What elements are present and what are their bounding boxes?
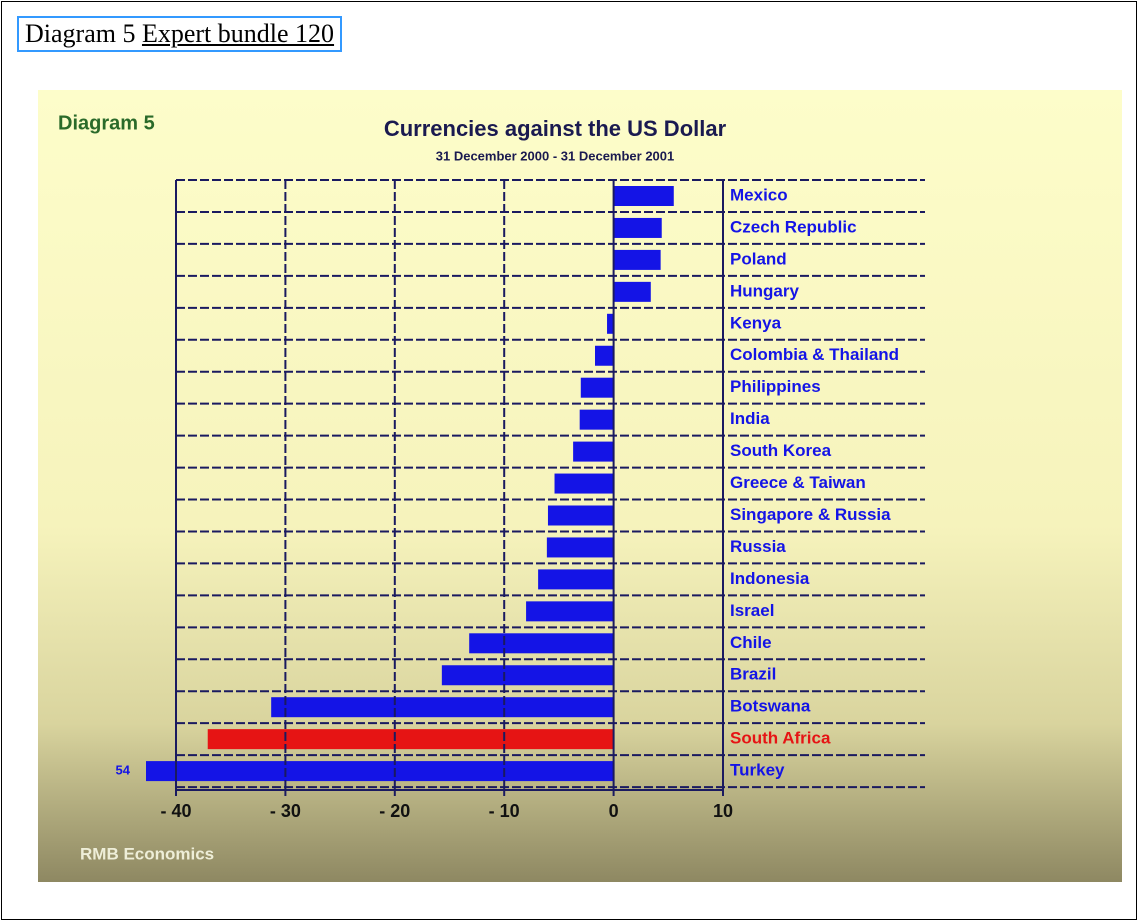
bar xyxy=(595,345,614,366)
category-label: Russia xyxy=(730,537,786,556)
bar xyxy=(613,249,661,270)
x-tick-label: - 40 xyxy=(160,801,191,821)
category-label: Hungary xyxy=(730,281,800,300)
bar xyxy=(547,505,614,526)
category-label: South Africa xyxy=(730,729,831,748)
category-label: Chile xyxy=(730,633,772,652)
category-label: South Korea xyxy=(730,441,832,460)
x-tick-label: - 30 xyxy=(270,801,301,821)
bar xyxy=(526,601,614,622)
bar xyxy=(607,313,614,334)
bar xyxy=(146,761,614,782)
category-label: Israel xyxy=(730,601,774,620)
chart-label: Diagram 5 xyxy=(58,112,155,134)
bar xyxy=(546,537,614,558)
category-label: Turkey xyxy=(730,761,785,780)
bar xyxy=(271,697,614,718)
category-label: Mexico xyxy=(730,185,788,204)
header-text: Diagram 5 xyxy=(25,19,136,48)
category-label: Indonesia xyxy=(730,569,810,588)
category-label: Singapore & Russia xyxy=(730,505,891,524)
chart-footer: RMB Economics xyxy=(80,844,214,863)
x-tick-label: 10 xyxy=(713,801,733,821)
bar xyxy=(538,569,614,590)
bar xyxy=(613,217,662,238)
value-label: 54 xyxy=(116,763,131,778)
category-label: Botswana xyxy=(730,697,811,716)
header: Diagram 5 Expert bundle 120 xyxy=(17,16,343,52)
plot-area xyxy=(146,186,674,782)
bar xyxy=(554,473,614,494)
bar xyxy=(579,409,614,430)
bar xyxy=(613,186,674,206)
category-label: Philippines xyxy=(730,377,821,396)
x-tick-label: - 10 xyxy=(489,801,520,821)
category-label: Poland xyxy=(730,249,787,268)
bar xyxy=(207,729,614,750)
bar xyxy=(469,633,614,654)
bar xyxy=(441,665,614,686)
bar xyxy=(573,441,614,462)
x-tick-label: 0 xyxy=(609,801,619,821)
header-link[interactable]: Expert bundle 120 xyxy=(141,19,335,48)
category-label: Greece & Taiwan xyxy=(730,473,866,492)
chart-subtitle: 31 December 2000 - 31 December 2001 xyxy=(436,148,675,163)
category-label: Czech Republic xyxy=(730,217,857,236)
x-tick-label: - 20 xyxy=(379,801,410,821)
bar xyxy=(613,281,651,302)
category-label: India xyxy=(730,409,770,428)
category-label: Brazil xyxy=(730,665,776,684)
bar xyxy=(580,377,614,398)
category-label: Kenya xyxy=(730,313,782,332)
category-label: Colombia & Thailand xyxy=(730,345,899,364)
chart-title: Currencies against the US Dollar xyxy=(384,116,727,141)
